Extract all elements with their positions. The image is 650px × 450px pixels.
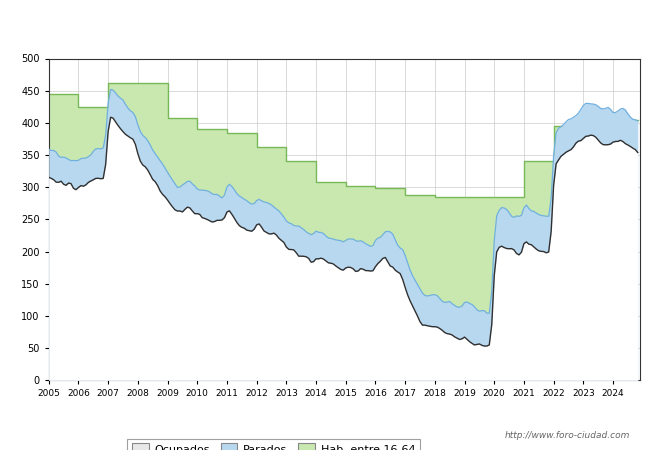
Legend: Ocupados, Parados, Hab. entre 16-64: Ocupados, Parados, Hab. entre 16-64 bbox=[127, 439, 420, 450]
Text: http://www.foro-ciudad.com: http://www.foro-ciudad.com bbox=[505, 431, 630, 440]
Text: Benuza - Evolucion de la poblacion en edad de Trabajar Noviembre de 2024: Benuza - Evolucion de la poblacion en ed… bbox=[93, 19, 557, 32]
